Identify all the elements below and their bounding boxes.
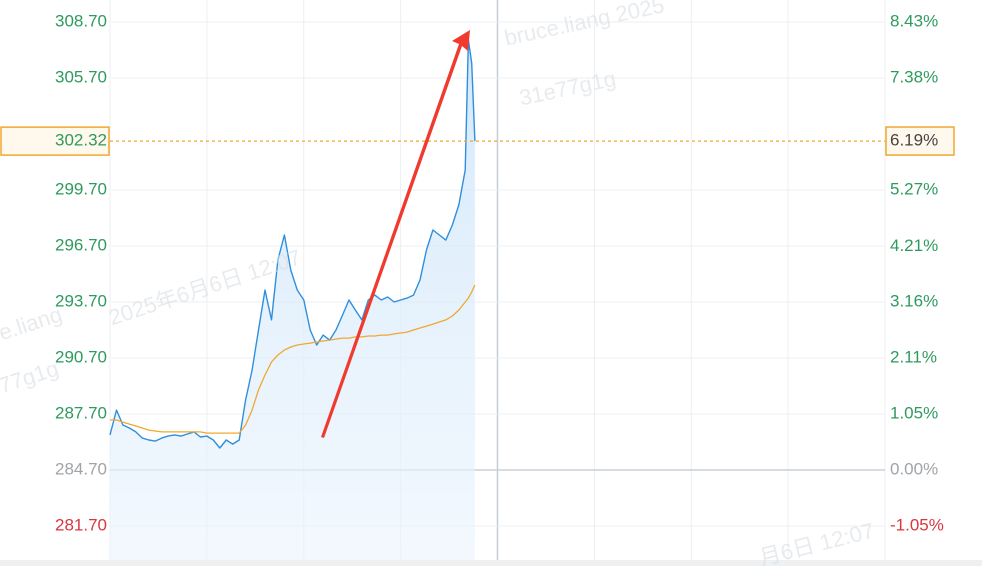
y-tick-label: 305.70 bbox=[55, 68, 107, 87]
y2-tick-label: 2.11% bbox=[890, 347, 937, 366]
grid bbox=[109, 0, 886, 560]
y-tick-label: 281.70 bbox=[55, 516, 107, 535]
last-change-label: 6.19% bbox=[890, 131, 938, 150]
plot bbox=[109, 39, 885, 560]
average-line bbox=[110, 284, 476, 434]
y2-tick-label: 7.38% bbox=[890, 67, 938, 86]
y2-tick-label: -1.05% bbox=[890, 515, 944, 534]
price-line bbox=[109, 39, 476, 449]
y2-tick-label: 0.00% bbox=[890, 460, 938, 479]
y2-tick-label: 1.05% bbox=[890, 404, 938, 423]
price-area bbox=[110, 39, 475, 560]
y2-tick-label: 5.27% bbox=[890, 179, 938, 198]
y-tick-label: 308.70 bbox=[55, 12, 107, 31]
axes: 308.70 305.70 299.70 296.70 293.70 290.70 287.… bbox=[0, 11, 955, 535]
y2-tick-label: 4.21% bbox=[890, 236, 938, 255]
y2-tick-label: 8.43% bbox=[890, 11, 938, 30]
annotation-arrow bbox=[321, 30, 470, 438]
y-tick-label: 290.70 bbox=[55, 348, 107, 367]
y2-tick-label: 3.16% bbox=[890, 292, 938, 311]
last-change-box bbox=[885, 126, 955, 156]
y-tick-label: 287.70 bbox=[55, 404, 107, 423]
y-tick-label: 284.70 bbox=[55, 460, 107, 479]
y-tick-label: 299.70 bbox=[55, 180, 107, 199]
y-tick-label: 296.70 bbox=[55, 236, 107, 255]
bottom-strip bbox=[0, 560, 982, 566]
last-price-box bbox=[0, 126, 110, 156]
y-tick-label: 293.70 bbox=[55, 292, 107, 311]
last-price-label: 302.32 bbox=[55, 131, 107, 150]
